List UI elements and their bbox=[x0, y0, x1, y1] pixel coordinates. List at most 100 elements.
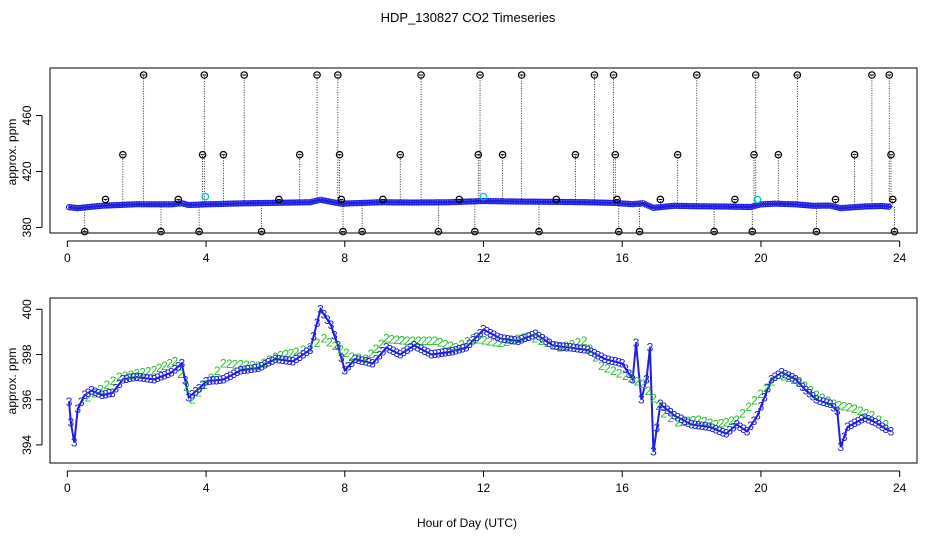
spike-marker-ring bbox=[174, 195, 183, 204]
green-series-marker: 2 bbox=[226, 357, 233, 371]
green-series-marker: 2 bbox=[492, 335, 499, 349]
spike-marker-ring bbox=[498, 150, 507, 159]
blue-series-marker: 3 bbox=[487, 326, 494, 340]
blue-series-marker: 3 bbox=[293, 352, 300, 366]
spike-marker-ring bbox=[692, 71, 701, 79]
green-series-marker: 2 bbox=[373, 342, 380, 356]
blue-series-marker: 3 bbox=[66, 395, 73, 409]
spike-marker bbox=[139, 71, 148, 79]
blue-series-marker: 3 bbox=[348, 356, 355, 370]
spike-marker bbox=[831, 195, 840, 204]
blue-series-marker: 3 bbox=[307, 343, 314, 357]
green-series-marker: 2 bbox=[195, 385, 202, 399]
green-series-marker: 2 bbox=[841, 399, 848, 413]
blue-series-marker: 3 bbox=[210, 374, 217, 388]
spike-marker-ring bbox=[157, 227, 165, 236]
green-series-marker: 2 bbox=[701, 415, 708, 429]
blue-series-marker: 3 bbox=[158, 370, 165, 384]
blue-series-marker: 3 bbox=[466, 337, 473, 351]
baseline-point bbox=[65, 203, 73, 211]
spike-marker bbox=[198, 150, 207, 159]
green-series-marker: 2 bbox=[214, 364, 221, 378]
green-series-marker: 2 bbox=[337, 343, 344, 357]
baseline-point bbox=[68, 204, 75, 211]
blue-series-marker: 3 bbox=[272, 352, 279, 366]
blue-series-marker: 3 bbox=[227, 369, 234, 383]
blue-series-marker: 3 bbox=[817, 394, 824, 408]
green-series-marker: 2 bbox=[481, 333, 488, 347]
baseline-point bbox=[72, 204, 79, 212]
blue-series-marker: 3 bbox=[418, 342, 425, 356]
green-series-marker: 2 bbox=[437, 336, 444, 350]
top-x-tick-label: 0 bbox=[64, 251, 71, 265]
spike-marker-ring bbox=[379, 195, 387, 204]
spike-marker-ring bbox=[793, 71, 802, 79]
spike-marker bbox=[240, 71, 249, 79]
top-highlight-markers bbox=[201, 192, 762, 204]
blue-series-marker: 3 bbox=[95, 387, 102, 401]
green-series-marker: 2 bbox=[404, 334, 411, 348]
blue-series-marker: 3 bbox=[324, 313, 331, 327]
blue-series-marker: 3 bbox=[674, 410, 681, 424]
green-series-marker: 2 bbox=[293, 345, 300, 359]
blue-series-marker: 3 bbox=[591, 347, 598, 361]
blue-series-marker: 3 bbox=[459, 342, 466, 356]
green-series-marker: 2 bbox=[807, 384, 814, 398]
spike-marker bbox=[434, 227, 443, 236]
blue-series-marker: 3 bbox=[335, 338, 342, 352]
x-axis-label: Hour of Day (UTC) bbox=[417, 516, 517, 530]
blue-series-marker: 3 bbox=[404, 343, 411, 357]
blue-series-marker: 3 bbox=[338, 351, 345, 365]
green-series-marker: 2 bbox=[830, 397, 837, 411]
top-x-tick-label: 16 bbox=[616, 251, 630, 265]
blue-series-marker: 3 bbox=[501, 332, 508, 346]
spike-marker bbox=[379, 195, 387, 204]
green-series-marker: 2 bbox=[869, 409, 876, 423]
spike-marker bbox=[335, 150, 344, 159]
blue-series-marker: 3 bbox=[491, 328, 498, 342]
green-series-marker: 2 bbox=[695, 413, 702, 427]
spike-marker-ring bbox=[868, 71, 876, 79]
blue-series-marker: 3 bbox=[733, 418, 740, 432]
spike-marker bbox=[552, 195, 561, 204]
green-series-marker: 2 bbox=[249, 358, 256, 372]
bottom-y-tick-label: 398 bbox=[20, 344, 34, 364]
green-series-marker: 2 bbox=[161, 359, 168, 373]
green-series-marker: 2 bbox=[447, 339, 454, 353]
blue-series-marker: 3 bbox=[529, 329, 536, 343]
blue-series-marker: 3 bbox=[525, 330, 532, 344]
blue-series-marker: 3 bbox=[657, 397, 664, 411]
blue-series-marker: 3 bbox=[428, 348, 435, 362]
spike-marker bbox=[635, 227, 644, 236]
green-series-marker: 2 bbox=[592, 351, 599, 365]
spike-marker-ring bbox=[195, 227, 203, 236]
blue-series-marker: 3 bbox=[862, 411, 869, 425]
green-series-marker: 2 bbox=[243, 358, 250, 372]
bottom-plot-frame bbox=[49, 297, 918, 464]
blue-series-marker: 3 bbox=[619, 357, 626, 371]
green-series-marker: 2 bbox=[97, 382, 104, 396]
blue-series-marker: 3 bbox=[796, 376, 803, 390]
spike-marker-ring bbox=[890, 227, 899, 236]
blue-series-marker: 3 bbox=[452, 343, 459, 357]
blue-series-marker: 3 bbox=[321, 308, 328, 322]
spike-marker bbox=[517, 71, 526, 79]
blue-series-marker: 3 bbox=[515, 334, 522, 348]
green-series-marker: 2 bbox=[393, 333, 400, 347]
blue-series-marker: 3 bbox=[328, 318, 335, 332]
green-series-marker: 2 bbox=[538, 334, 545, 348]
blue-series-marker: 3 bbox=[830, 401, 837, 415]
spike-marker-ring bbox=[571, 150, 580, 159]
spike-marker bbox=[609, 71, 618, 79]
spike-marker-ring bbox=[257, 227, 266, 236]
blue-series-marker: 3 bbox=[362, 355, 369, 369]
green-series-marker: 2 bbox=[475, 333, 482, 347]
top-y-tick-label: 460 bbox=[20, 105, 34, 125]
spike-marker bbox=[868, 71, 876, 79]
top-x-tick-label: 24 bbox=[893, 251, 907, 265]
blue-series-marker: 3 bbox=[858, 413, 865, 427]
blue-series-marker: 3 bbox=[484, 324, 491, 338]
blue-series-marker: 3 bbox=[556, 339, 563, 353]
blue-series-marker: 3 bbox=[230, 367, 237, 381]
